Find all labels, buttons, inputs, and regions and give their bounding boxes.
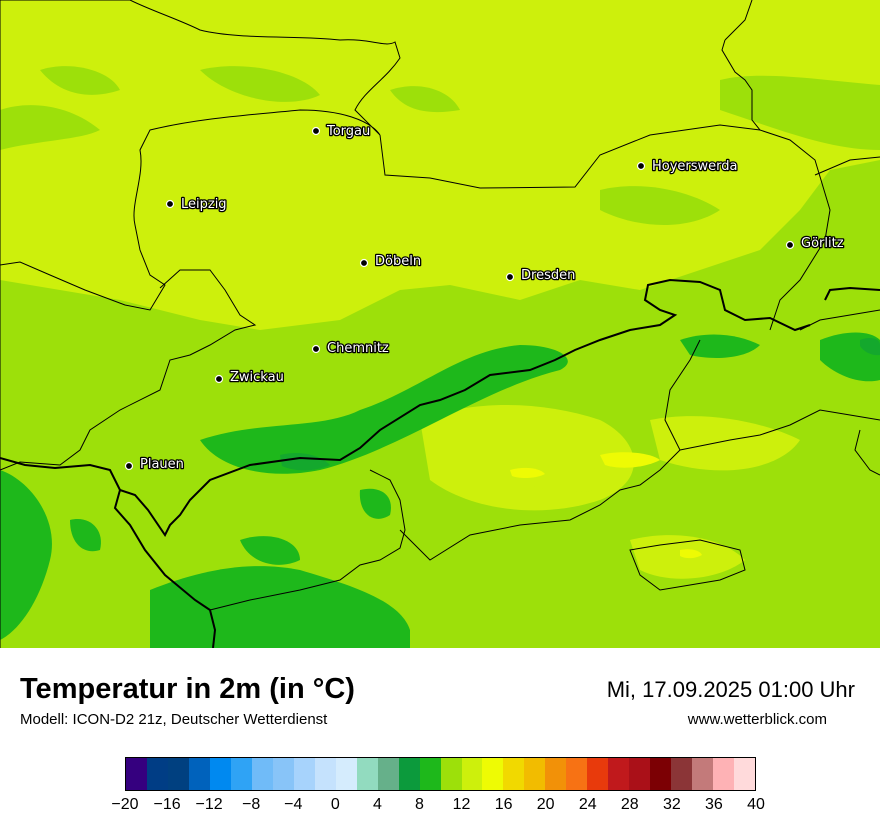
svg-text:Dresden: Dresden xyxy=(521,268,575,283)
temperature-colorbar xyxy=(125,757,756,791)
svg-text:Plauen: Plauen xyxy=(140,457,184,472)
svg-text:Leipzig: Leipzig xyxy=(181,197,227,212)
colorbar-segment xyxy=(188,758,210,790)
colorbar-segment xyxy=(126,758,147,790)
colorbar-segment xyxy=(503,758,525,790)
city-label-doebeln: Döbeln xyxy=(375,254,421,269)
colorbar-segment xyxy=(650,758,672,790)
city-label-plauen: Plauen xyxy=(140,457,184,472)
colorbar-segment xyxy=(356,758,378,790)
city-zwickau: Zwickau Zwickau xyxy=(214,369,285,386)
colorbar-tick-label: 4 xyxy=(372,796,382,813)
svg-text:Döbeln: Döbeln xyxy=(375,254,421,269)
colorbar-tick-label: 28 xyxy=(620,796,639,813)
national-border xyxy=(0,278,880,648)
colorbar-segment xyxy=(293,758,315,790)
city-label-dresden: Dresden xyxy=(521,268,575,283)
colorbar-tick-label: −16 xyxy=(153,796,181,813)
city-torgau: Torgau Torgau xyxy=(311,123,372,140)
colorbar-segment xyxy=(251,758,273,790)
temperature-map: Torgau Torgau Hoyerswerda Hoyerswerda Le… xyxy=(0,0,880,648)
website-link[interactable]: www.wetterblick.com xyxy=(687,711,827,728)
city-label-leipzig: Leipzig xyxy=(181,197,227,212)
colorbar-segment xyxy=(482,758,504,790)
city-label-zwickau: Zwickau xyxy=(230,370,284,385)
city-plauen: Plauen Plauen xyxy=(124,456,185,473)
colorbar-tick-label: 0 xyxy=(330,796,340,813)
forecast-datetime: Mi, 17.09.2025 01:00 Uhr xyxy=(606,677,855,702)
colorbar-segment xyxy=(608,758,630,790)
model-info: Modell: ICON-D2 21z, Deutscher Wetterdie… xyxy=(20,711,328,728)
colorbar-tick-label: 32 xyxy=(662,796,681,813)
colorbar-segment xyxy=(440,758,462,790)
temperature-zone-8 xyxy=(280,337,880,471)
map-footer: Temperatur in 2m (in °C) Modell: ICON-D2… xyxy=(0,649,880,830)
temperature-zone-16 xyxy=(510,452,702,559)
city-label-torgau: Torgau xyxy=(326,124,370,139)
colorbar-segment xyxy=(671,758,693,790)
colorbar-tick-label: 16 xyxy=(494,796,513,813)
city-dresden: Dresden Dresden xyxy=(505,267,577,284)
colorbar-segment xyxy=(314,758,336,790)
colorbar-segment xyxy=(629,758,651,790)
colorbar-tick-label: 20 xyxy=(536,796,555,813)
colorbar-segment xyxy=(146,758,168,790)
colorbar-segment xyxy=(692,758,714,790)
colorbar-segment xyxy=(545,758,567,790)
colorbar-segment xyxy=(272,758,294,790)
colorbar-tick-label: −12 xyxy=(195,796,223,813)
colorbar-segment xyxy=(167,758,189,790)
state-borders xyxy=(0,0,880,648)
region-borders xyxy=(209,339,880,611)
colorbar-tick-label: −20 xyxy=(111,796,139,813)
colorbar-segment xyxy=(335,758,357,790)
colorbar-tick-label: 40 xyxy=(747,796,765,813)
city-leipzig: Leipzig Leipzig xyxy=(165,196,228,213)
colorbar-ticks: −20 −16 −12 −8 −4 0 4 8 12 16 20 24 28 32 36 40 xyxy=(105,796,775,820)
svg-text:Torgau: Torgau xyxy=(326,124,370,139)
svg-text:Hoyerswerda: Hoyerswerda xyxy=(652,159,738,174)
colorbar-segment xyxy=(734,758,756,790)
city-hoyerswerda: Hoyerswerda Hoyerswerda xyxy=(636,158,739,175)
colorbar-tick-label: 8 xyxy=(415,796,424,813)
svg-text:Chemnitz: Chemnitz xyxy=(327,341,389,356)
temperature-zone-14 xyxy=(420,405,800,579)
city-label-hoyerswerda: Hoyerswerda xyxy=(652,159,738,174)
colorbar-tick-label: −4 xyxy=(284,796,303,813)
colorbar-segment xyxy=(209,758,231,790)
colorbar-segment xyxy=(419,758,441,790)
svg-text:Zwickau: Zwickau xyxy=(230,370,284,385)
city-label-chemnitz: Chemnitz xyxy=(327,341,389,356)
colorbar-segment xyxy=(524,758,546,790)
city-doebeln: Döbeln Döbeln xyxy=(359,253,422,270)
colorbar-tick-label: 12 xyxy=(452,796,471,813)
colorbar-tick-label: −8 xyxy=(242,796,261,813)
colorbar-segment xyxy=(713,758,735,790)
colorbar-tick-label: 36 xyxy=(705,796,723,813)
colorbar-segment xyxy=(566,758,588,790)
colorbar-segment xyxy=(461,758,483,790)
colorbar-segment xyxy=(398,758,420,790)
city-label-goerlitz: Görlitz xyxy=(801,236,844,251)
city-chemnitz: Chemnitz Chemnitz xyxy=(311,340,390,357)
map-title: Temperatur in 2m (in °C) xyxy=(20,673,355,705)
colorbar-segment xyxy=(587,758,609,790)
colorbar-segment xyxy=(230,758,252,790)
svg-text:Görlitz: Görlitz xyxy=(801,236,844,251)
colorbar-segment xyxy=(377,758,399,790)
city-goerlitz: Görlitz Görlitz xyxy=(785,235,845,252)
colorbar-tick-label: 24 xyxy=(578,796,597,813)
